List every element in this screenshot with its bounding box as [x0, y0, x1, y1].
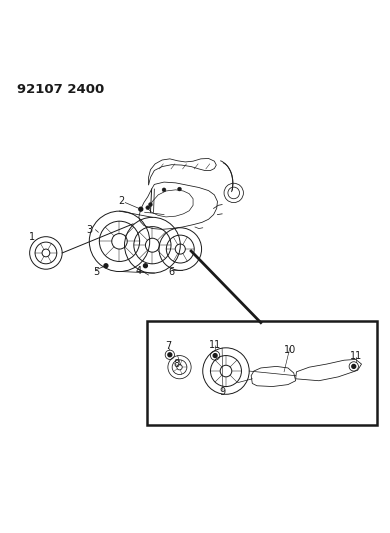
Text: 8: 8 [174, 359, 180, 369]
Circle shape [149, 203, 152, 206]
Circle shape [104, 264, 108, 268]
Text: 10: 10 [284, 345, 296, 355]
Text: 5: 5 [93, 266, 99, 277]
Text: 11: 11 [209, 340, 222, 350]
Circle shape [352, 365, 356, 368]
Text: 3: 3 [87, 225, 93, 235]
Bar [147, 321, 377, 425]
Circle shape [144, 264, 147, 268]
Circle shape [168, 353, 172, 357]
Text: 11: 11 [349, 351, 362, 360]
Circle shape [213, 353, 217, 358]
Circle shape [177, 187, 181, 191]
Text: 92107 2400: 92107 2400 [17, 83, 104, 95]
Text: 7: 7 [165, 341, 172, 351]
Text: 9: 9 [220, 387, 226, 397]
Text: 1: 1 [28, 232, 35, 243]
Text: 6: 6 [169, 268, 175, 277]
Circle shape [162, 188, 166, 192]
Circle shape [146, 206, 150, 209]
Text: 4: 4 [136, 266, 142, 276]
Circle shape [139, 207, 143, 211]
Text: 2: 2 [118, 196, 124, 206]
